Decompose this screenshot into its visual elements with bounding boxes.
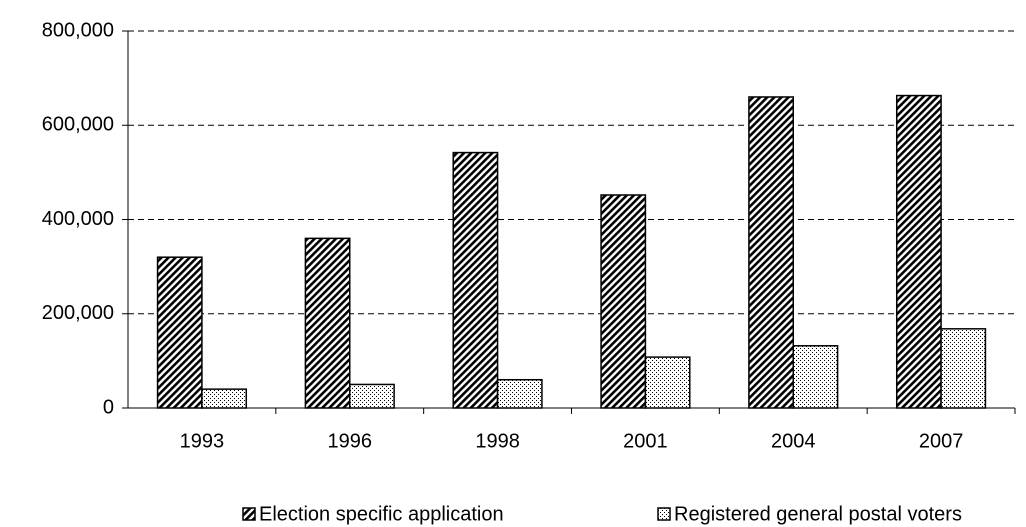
bar <box>895 94 942 409</box>
bar <box>940 328 987 409</box>
x-tick-label: 1996 <box>328 430 373 452</box>
x-tick-label: 1998 <box>475 430 520 452</box>
x-tick-label: 1993 <box>180 430 225 452</box>
legend-swatch <box>242 507 256 521</box>
bar <box>156 256 203 409</box>
bar <box>644 356 691 409</box>
y-tick-label: 400,000 <box>42 208 114 230</box>
y-tick-label: 800,000 <box>42 19 114 41</box>
bar <box>600 194 647 409</box>
legend-label: Election specific application <box>259 503 504 525</box>
bar <box>496 378 543 409</box>
bar <box>792 345 839 409</box>
legend-label: Registered general postal voters <box>674 503 962 525</box>
x-tick-label: 2001 <box>623 430 668 452</box>
bar <box>304 237 351 409</box>
bar <box>201 388 248 409</box>
y-tick-label: 0 <box>103 396 114 418</box>
bar <box>452 151 499 409</box>
x-tick-label: 2004 <box>771 430 816 452</box>
bar <box>748 96 795 409</box>
x-tick-label: 2007 <box>919 430 964 452</box>
legend-swatch <box>657 507 671 521</box>
bar <box>349 383 395 409</box>
y-tick-label: 600,000 <box>42 114 114 136</box>
y-tick-label: 200,000 <box>42 302 114 324</box>
